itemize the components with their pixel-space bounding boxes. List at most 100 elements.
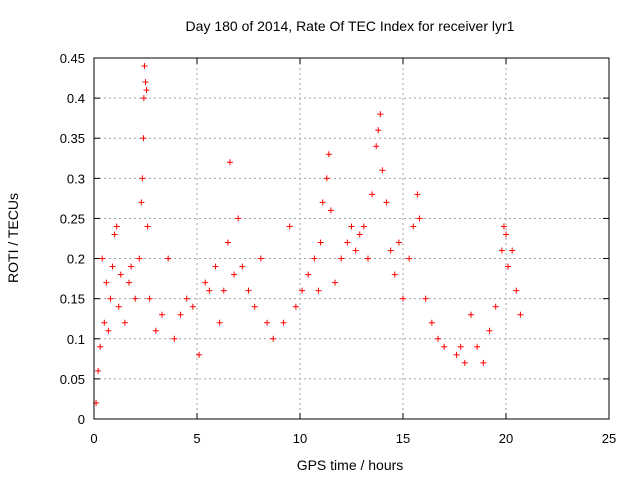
data-point — [264, 319, 271, 326]
data-point — [107, 295, 114, 302]
data-point — [348, 223, 355, 230]
data-point — [338, 255, 345, 262]
data-point — [377, 111, 384, 118]
data-point — [332, 279, 339, 286]
y-tick-label: 0.35 — [60, 131, 85, 146]
data-point — [292, 303, 299, 310]
data-point — [206, 287, 213, 294]
data-point — [251, 303, 258, 310]
data-point — [325, 151, 332, 158]
data-point — [212, 263, 219, 270]
x-tick-label: 20 — [499, 431, 513, 446]
data-point — [141, 63, 148, 70]
y-tick-label: 0.45 — [60, 51, 85, 66]
x-tick-label: 5 — [193, 431, 200, 446]
data-point — [323, 175, 330, 182]
y-tick-label: 0.2 — [67, 252, 85, 267]
data-point — [410, 223, 417, 230]
data-point — [319, 199, 326, 206]
data-point — [492, 303, 499, 310]
data-point — [280, 319, 287, 326]
data-point — [105, 327, 112, 334]
data-point — [503, 231, 509, 238]
data-point — [126, 279, 133, 286]
data-point — [202, 279, 209, 286]
data-point — [97, 343, 104, 350]
data-point — [144, 223, 151, 230]
data-point — [391, 271, 398, 278]
data-point — [416, 215, 423, 222]
data-point — [480, 359, 487, 366]
data-point — [140, 135, 147, 142]
data-point — [327, 207, 334, 214]
data-point — [171, 335, 178, 342]
data-point — [158, 311, 165, 318]
data-point — [138, 199, 145, 206]
y-tick-label: 0.15 — [60, 292, 85, 307]
data-point — [231, 271, 238, 278]
data-point — [517, 311, 524, 318]
data-point — [224, 239, 231, 246]
x-tick-label: 25 — [602, 431, 616, 446]
data-point — [111, 231, 118, 238]
data-point — [286, 223, 293, 230]
data-point — [406, 255, 413, 262]
grid-lines — [94, 58, 609, 419]
y-tick-label: 0.4 — [67, 91, 85, 106]
data-point — [183, 295, 190, 302]
data-point — [113, 223, 120, 230]
data-point — [457, 343, 464, 350]
data-point — [352, 247, 359, 254]
data-point — [103, 279, 110, 286]
x-tick-label: 0 — [90, 431, 97, 446]
data-point — [132, 295, 139, 302]
data-point — [235, 215, 242, 222]
data-point — [422, 295, 429, 302]
data-point — [315, 287, 322, 294]
data-point — [146, 295, 153, 302]
x-tick-labels: 0 5 10 15 20 25 — [90, 431, 616, 446]
data-point — [441, 343, 448, 350]
data-point — [360, 223, 367, 230]
data-point — [513, 287, 520, 294]
data-point — [142, 79, 149, 86]
data-point — [364, 255, 371, 262]
data-point — [311, 255, 318, 262]
data-point — [177, 311, 184, 318]
data-point — [373, 143, 380, 150]
data-point — [239, 263, 246, 270]
data-point — [474, 343, 481, 350]
data-point — [435, 335, 442, 342]
plot-frame — [93, 57, 610, 420]
data-point — [115, 303, 122, 310]
y-axis-label: ROTI / TECUs — [5, 193, 21, 283]
data-point — [453, 351, 460, 358]
y-tick-label: 0 — [78, 412, 85, 427]
data-point — [509, 247, 516, 254]
data-point — [99, 255, 106, 262]
data-point — [257, 255, 264, 262]
data-point — [196, 351, 203, 358]
data-point — [461, 359, 468, 366]
x-axis-label: GPS time / hours — [297, 457, 404, 473]
data-point — [121, 319, 128, 326]
data-point — [128, 263, 135, 270]
data-point — [428, 319, 435, 326]
data-point — [189, 303, 196, 310]
data-point — [414, 191, 421, 198]
data-point — [369, 191, 376, 198]
data-point — [117, 271, 124, 278]
data-point — [498, 247, 505, 254]
data-point — [356, 231, 363, 238]
data-point — [152, 327, 159, 334]
data-point — [165, 255, 172, 262]
data-point — [500, 223, 507, 230]
data-point — [317, 239, 324, 246]
data-point — [486, 327, 493, 334]
y-tick-labels: 0 0.05 0.1 0.15 0.2 0.25 0.3 0.35 0.4 0.45 — [60, 51, 85, 427]
data-point — [140, 95, 147, 102]
data-points — [93, 63, 524, 406]
y-tick-label: 0.25 — [60, 211, 85, 226]
data-point — [383, 199, 390, 206]
y-tick-label: 0.05 — [60, 372, 85, 387]
